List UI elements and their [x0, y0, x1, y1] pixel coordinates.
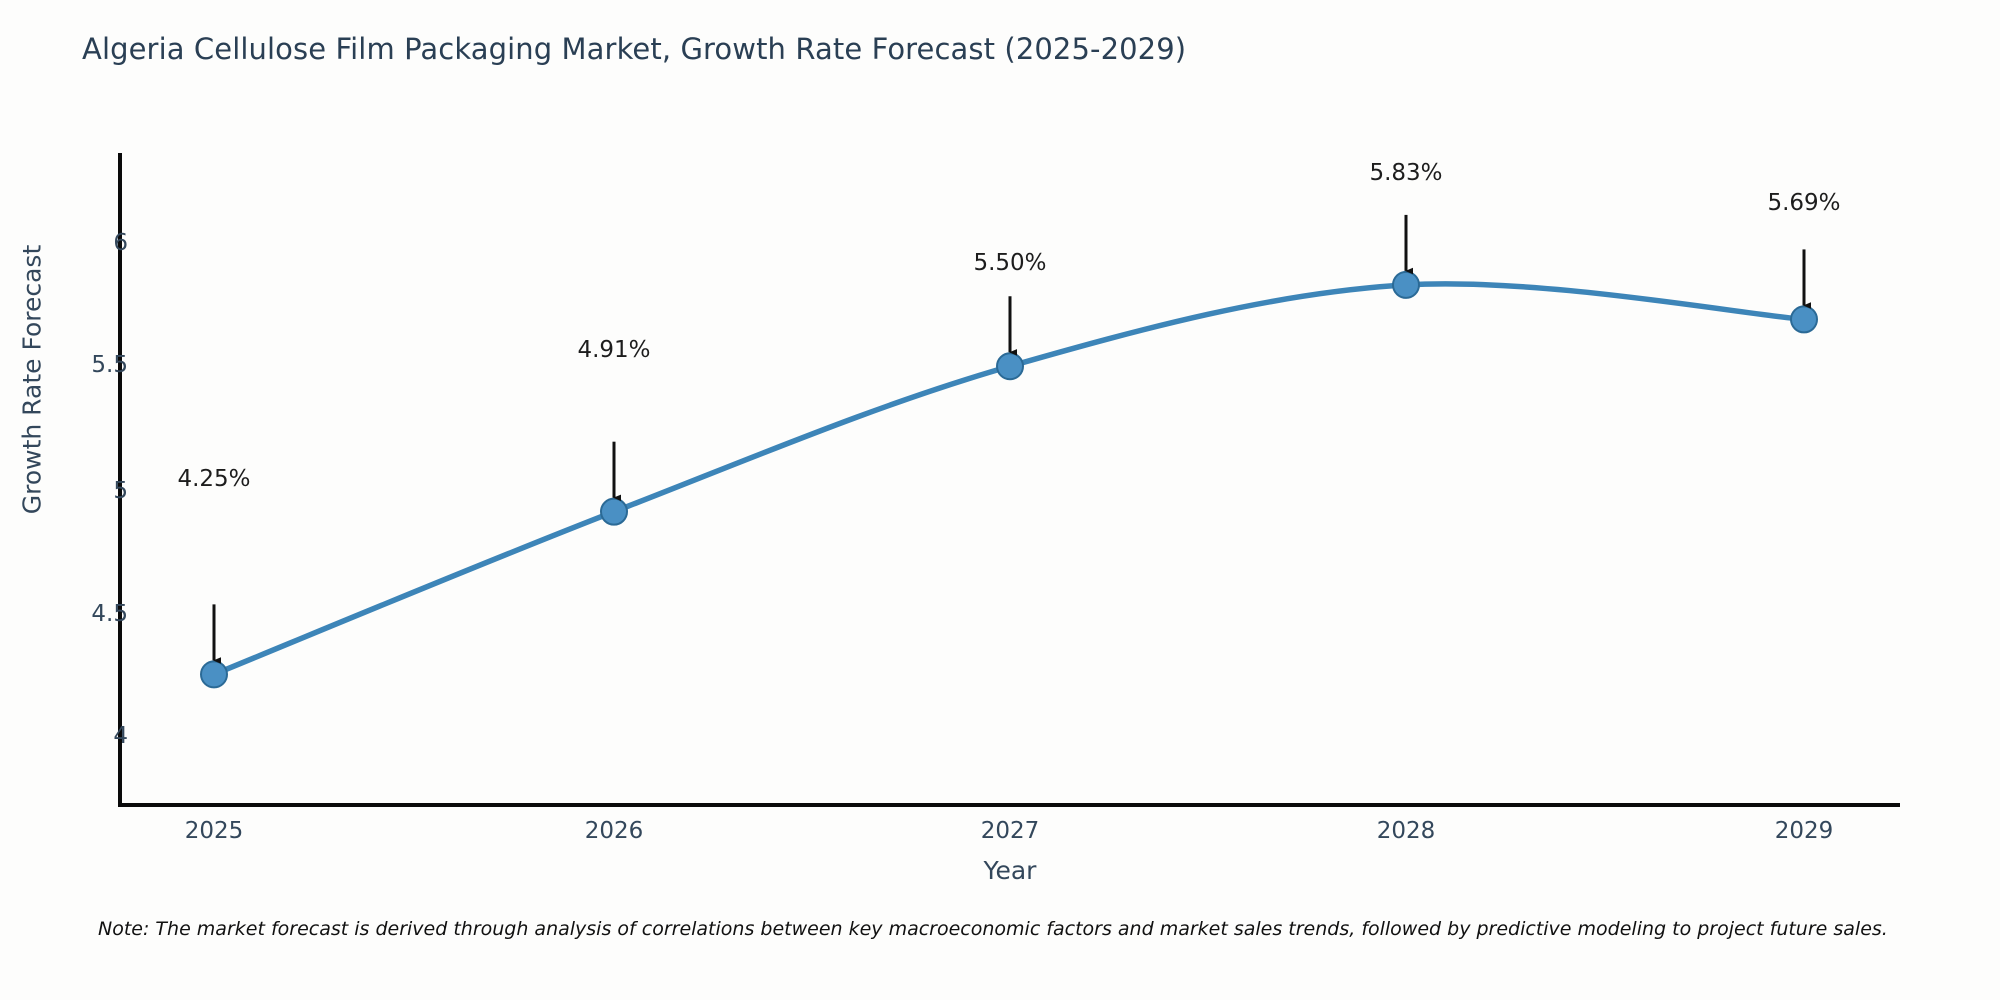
y-axis-line [118, 153, 122, 807]
data-label-2029: 5.69% [1767, 190, 1841, 216]
y-tick-label-4-5: 4.5 [91, 601, 128, 627]
y-tick-label-5: 5 [113, 478, 128, 504]
x-tick-label-2028: 2028 [1376, 818, 1436, 844]
y-tick-label-5-5: 5.5 [91, 352, 128, 378]
x-tick-label-2027: 2027 [980, 818, 1040, 844]
y-tick-label-6: 6 [113, 230, 128, 256]
chart-title: Algeria Cellulose Film Packaging Market,… [82, 32, 1187, 66]
data-point-marker [600, 497, 628, 526]
data-label-2027: 5.50% [973, 250, 1047, 276]
data-point-marker [1392, 270, 1420, 299]
x-axis-title: Year [983, 856, 1037, 885]
data-point-marker [200, 660, 228, 689]
data-point-marker [1790, 305, 1818, 334]
data-label-2028: 5.83% [1369, 160, 1443, 186]
data-label-2026: 4.91% [577, 337, 651, 363]
y-tick-label-4: 4 [113, 723, 128, 749]
data-label-2025: 4.25% [177, 466, 251, 492]
chart-footnote: Note: The market forecast is derived thr… [98, 918, 1888, 940]
x-tick-label-2025: 2025 [184, 818, 244, 844]
x-axis-line [118, 803, 1900, 807]
data-point-markers [200, 270, 1818, 689]
data-point-marker [996, 352, 1024, 381]
x-tick-label-2029: 2029 [1774, 818, 1834, 844]
annotation-arrows [212, 214, 1812, 664]
x-tick-label-2026: 2026 [584, 818, 644, 844]
